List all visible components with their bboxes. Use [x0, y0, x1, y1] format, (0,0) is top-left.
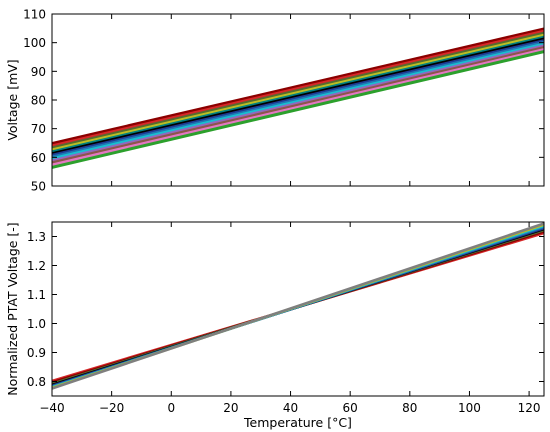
- x-tick-label: 40: [283, 401, 298, 415]
- x-tick-label: 120: [518, 401, 541, 415]
- series-line-9: [52, 42, 544, 161]
- series-line-1: [52, 27, 544, 146]
- series-line-7: [52, 39, 544, 157]
- series-line-5: [52, 35, 544, 154]
- series-group: [52, 27, 544, 169]
- series-line-4: [52, 33, 544, 152]
- series-line-13: [52, 50, 544, 169]
- x-tick-label: 60: [343, 401, 358, 415]
- y-tick-label: 70: [31, 122, 46, 136]
- y-tick-label: 60: [31, 151, 46, 165]
- y-tick-label: 1.2: [27, 259, 46, 273]
- x-tick-label: 0: [167, 401, 175, 415]
- y-tick-label: 100: [23, 36, 46, 50]
- y-axis-label: Voltage [mV]: [5, 59, 20, 140]
- y-tick-label: 0.8: [27, 375, 46, 389]
- series-line-3: [52, 31, 544, 150]
- x-tick-label: −20: [99, 401, 124, 415]
- series-line-10: [52, 44, 544, 163]
- plot-frame: [51, 221, 545, 397]
- series-line-12: [52, 48, 544, 167]
- y-axis-label: Normalized PTAT Voltage [-]: [5, 222, 20, 395]
- x-tick-label: 20: [223, 401, 238, 415]
- series-line-9: [52, 222, 544, 390]
- x-tick-label: 80: [402, 401, 417, 415]
- chart-panel-2: 0.8 0.9 1.0 1.1 1.2 1.3 −40 −20 0 20 40 60 80 100 120 N…: [5, 221, 545, 430]
- series-line-11: [52, 46, 544, 165]
- series-line-6: [52, 37, 544, 156]
- y-tick-label: 0.9: [27, 346, 46, 360]
- series-group: [52, 222, 544, 390]
- x-axis-label: Temperature [°C]: [243, 415, 352, 430]
- series-line-8: [52, 40, 544, 159]
- series-line-2: [52, 29, 544, 148]
- y-tick-label: 90: [31, 65, 46, 79]
- y-tick-label: 80: [31, 94, 46, 108]
- y-tick-label: 110: [23, 8, 46, 22]
- y-tick-label: 50: [31, 180, 46, 194]
- y-tick-label: 1.0: [27, 317, 46, 331]
- y-tick-label: 1.3: [27, 230, 46, 244]
- y-tick-label: 1.1: [27, 288, 46, 302]
- x-tick-label: −40: [39, 401, 64, 415]
- x-tick-label: 100: [458, 401, 481, 415]
- chart-panel-1: 50 60 70 80 90 100 110 Voltage [mV]: [5, 8, 545, 194]
